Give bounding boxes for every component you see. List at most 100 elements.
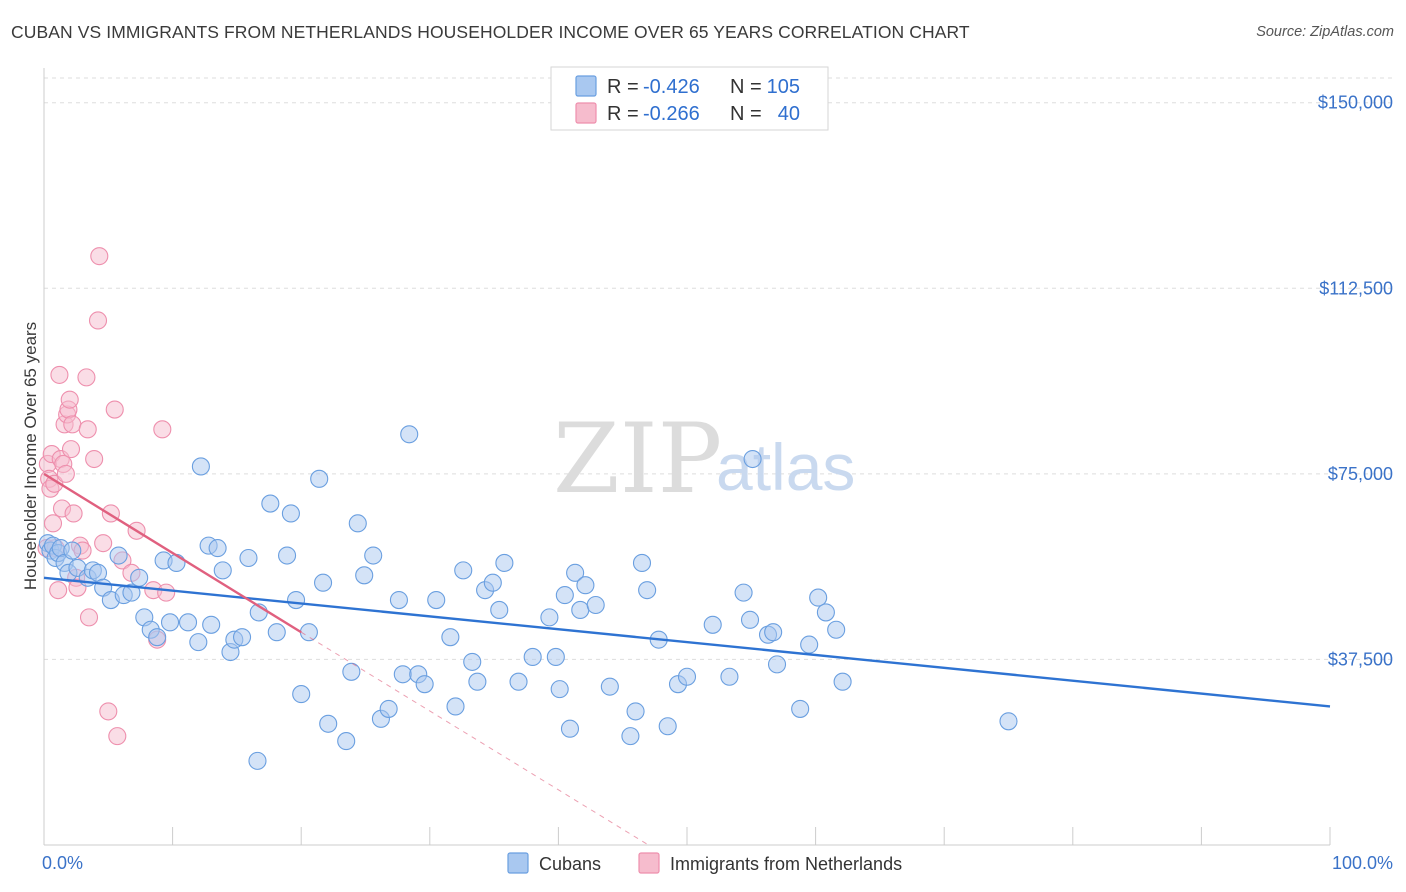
cubans-point [355,566,374,585]
cubans-point [248,751,267,770]
legend-n-value-1: 105 [767,76,800,98]
cubans-point [703,615,722,634]
cubans-points [38,425,1018,770]
cubans-point [816,603,835,622]
cubans-point [63,541,82,560]
x-tick-labels: 0.0% 100.0% [42,853,1393,873]
legend-cubans-label: Cubans [539,854,601,874]
cubans-point [586,595,605,615]
netherlands-point [45,474,64,493]
cubans-point [278,546,297,565]
netherlands-point [77,368,96,387]
cubans-point [550,680,569,699]
netherlands-point [50,365,69,384]
watermark: ZIP atlas [553,403,855,515]
stats-legend: R = -0.426 N = 105 R = -0.266 N = 40 [550,66,829,131]
y-axis-label: Householder Income Over 65 years [21,322,40,590]
cubans-point [720,667,739,686]
y-tick-label: $150,000 [1318,93,1393,113]
cubans-point [441,628,460,647]
cubans-point [638,581,657,600]
netherlands-point [60,390,79,409]
cubans-point [287,591,306,610]
series-legend: Cubans Immigrants from Netherlands [507,852,902,874]
cubans-point [130,568,149,587]
legend-r-value-2: -0.266 [643,103,700,125]
cubans-point [523,647,542,667]
trend-lines [43,472,1331,846]
cubans-point [632,553,652,572]
cubans-point [191,457,210,476]
cubans-point [483,573,502,592]
cubans-point [348,514,367,533]
cubans-point [446,697,465,716]
legend-r-label-1: R = [607,76,639,98]
cubans-point [571,600,590,620]
cubans-legend-icon [507,852,529,874]
cubans-point [239,548,258,568]
cubans-point [261,494,280,513]
cubans-point [267,623,286,642]
netherlands-legend-icon [638,852,660,874]
y-tick-labels: $37,500 $75,000 $112,500 $150,000 [1318,93,1393,670]
legend-r-label-2: R = [607,103,639,125]
cubans-point [791,699,810,718]
legend-r-value-1: -0.426 [643,76,700,98]
cubans-point [122,583,141,602]
cubans-point [546,647,565,667]
netherlands-point [43,514,63,533]
netherlands-point [99,702,118,721]
cubans-point [202,615,221,634]
netherlands-point [90,247,109,266]
cubans-point [626,702,645,721]
cubans-point [463,652,482,671]
cubans-point [178,613,198,632]
netherlands-point [49,581,68,600]
cubans-point [767,655,787,674]
netherlands-point [78,420,97,439]
cubans-point [319,714,338,733]
cubans-point [764,623,783,642]
chart-title: CUBAN VS IMMIGRANTS FROM NETHERLANDS HOU… [11,22,970,42]
netherlands-point [79,608,99,627]
cubans-point [299,623,318,642]
x-tick-label-min: 0.0% [42,853,83,873]
legend-netherlands-label: Immigrants from Netherlands [670,854,902,874]
netherlands-point [94,534,113,553]
cubans-point [734,583,753,602]
legend-n-label-2: N = [730,103,762,125]
y-tick-label: $112,500 [1319,278,1393,298]
cubans-point [827,620,846,639]
legend-n-label-1: N = [730,76,762,98]
cubans-point [490,600,509,620]
cubans-point [454,561,473,580]
netherlands-point [153,420,172,439]
cubans-point [427,591,446,610]
cubans-point [337,732,356,751]
cubans-point [389,591,408,610]
cubans-point [495,553,514,572]
netherlands-trend-extension [300,631,649,846]
netherlands-trend-line [43,472,302,634]
stats-legend-box [550,66,829,131]
grid-lines [44,77,1392,660]
netherlands-swatch-icon [575,102,597,124]
netherlands-point [88,311,108,330]
legend-n-value-2: 40 [778,103,800,125]
cubans-point [540,608,559,627]
cubans-point [509,672,528,691]
cubans-point [400,425,419,444]
cubans-point [189,633,208,652]
cubans-point [379,699,398,718]
y-tick-label: $75,000 [1328,464,1393,484]
cubans-point [342,662,361,681]
cubans-point [109,546,128,565]
cubans-point [658,717,677,736]
y-tick-label: $37,500 [1328,649,1393,669]
cubans-point [148,628,167,647]
cubans-swatch-icon [575,75,597,97]
netherlands-point [63,415,82,434]
cubans-point [364,546,383,565]
netherlands-points [37,247,176,746]
